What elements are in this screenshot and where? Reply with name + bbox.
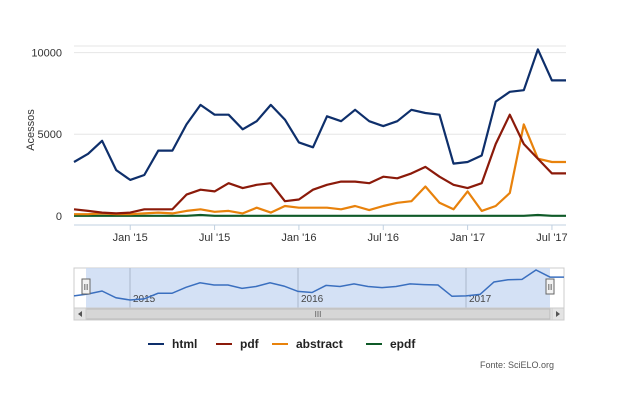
series-line-epdf xyxy=(74,213,566,217)
navigator-selection[interactable] xyxy=(86,268,550,308)
navigator[interactable]: 2015 2016 2017 II II III xyxy=(73,267,565,321)
navigator-series-line xyxy=(73,269,564,301)
x-axis xyxy=(74,224,566,230)
navigator-year-label: 2017 xyxy=(469,294,492,305)
legend-swatch-epdf xyxy=(366,343,382,345)
scrollbar-grip: III xyxy=(315,310,322,319)
x-tick-labels: Jan '15 Jul '15 Jan '16 Jul '16 Jan '17 Jul '… xyxy=(113,232,568,244)
series-line-abstract xyxy=(74,123,566,216)
scroll-right-button[interactable] xyxy=(551,307,565,321)
x-tick-label: Jan '16 xyxy=(281,232,316,244)
legend: html pdf abstract epdf xyxy=(0,334,620,354)
arrow-right-icon xyxy=(556,311,560,317)
series-lines xyxy=(73,48,566,217)
scroll-left-button[interactable] xyxy=(73,307,87,321)
legend-item-html[interactable]: html xyxy=(148,334,197,354)
navigator-left-handle[interactable]: II xyxy=(81,278,91,295)
legend-swatch-pdf xyxy=(216,343,232,345)
y-tick-label: 0 xyxy=(56,211,62,223)
y-axis-label: Acessos xyxy=(25,109,37,151)
x-tick-label: Jul '16 xyxy=(368,232,399,244)
navigator-right-handle-label: II xyxy=(548,283,552,292)
navigator-left-handle-label: II xyxy=(84,283,88,292)
series-line-pdf xyxy=(73,113,566,215)
navigator-year-label: 2016 xyxy=(301,294,324,305)
legend-label-pdf: pdf xyxy=(240,337,259,351)
legend-label-html: html xyxy=(172,337,198,351)
legend-swatch-html xyxy=(148,343,164,345)
y-tick-label: 5000 xyxy=(38,129,62,141)
navigator-right-handle[interactable]: II xyxy=(545,278,555,295)
legend-item-pdf[interactable]: pdf xyxy=(216,334,259,354)
series-line-html xyxy=(73,48,566,181)
legend-item-abstract[interactable]: abstract xyxy=(272,334,343,354)
legend-label-abstract: abstract xyxy=(296,337,343,351)
y-tick-labels: 0 5000 10000 xyxy=(31,48,62,223)
source-credit: Fonte: SciELO.org xyxy=(480,360,555,370)
legend-swatch-abstract xyxy=(272,343,288,345)
y-tick-label: 10000 xyxy=(31,48,62,60)
x-tick-label: Jul '15 xyxy=(199,232,230,244)
x-tick-label: Jul '17 xyxy=(536,232,567,244)
arrow-left-icon xyxy=(78,311,82,317)
x-tick-label: Jan '15 xyxy=(113,232,148,244)
legend-item-epdf[interactable]: epdf xyxy=(366,334,415,354)
x-tick-label: Jan '17 xyxy=(450,232,485,244)
legend-label-epdf: epdf xyxy=(390,337,416,351)
